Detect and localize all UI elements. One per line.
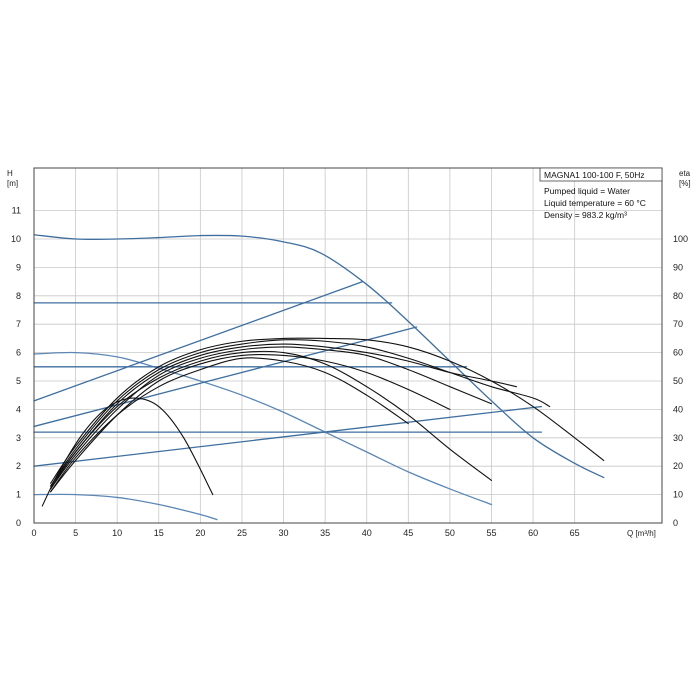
efficiency-curve-12 [50, 346, 493, 490]
x-tick-label: 20 [195, 528, 205, 538]
info-line-liquid-temperature: Liquid temperature = 60 °C [544, 198, 646, 208]
x-tick-label: 40 [362, 528, 372, 538]
x-tick-label: 35 [320, 528, 330, 538]
x-tick-label: 0 [31, 528, 36, 538]
head-curve-8 [33, 405, 543, 467]
x-tick-label: 15 [154, 528, 164, 538]
right-axis-label: eta [679, 169, 691, 178]
y-left-tick-label: 10 [11, 234, 21, 244]
plot-frame [33, 167, 663, 524]
efficiency-curve-11 [50, 343, 517, 487]
efficiency-curve-15 [50, 357, 409, 493]
y-right-tick-label: 60 [673, 348, 683, 358]
y-right-tick-label: 90 [673, 262, 683, 272]
head-curve-2 [33, 493, 218, 521]
y-left-tick-label: 1 [16, 490, 21, 500]
x-tick-label: 5 [73, 528, 78, 538]
y-left-tick-label: 8 [16, 291, 21, 301]
y-left-tick-label: 3 [16, 433, 21, 443]
y-right-tick-label: 20 [673, 461, 683, 471]
info-box: MAGNA1 100-100 F, 50Hz Pumped liquid = W… [539, 167, 663, 220]
y-left-tick-label: 9 [16, 262, 21, 272]
tick-labels: 0 5 10 15 20 25 30 35 40 45 50 55 60 6501234567891011… [11, 206, 688, 538]
head-curve-7 [33, 326, 418, 428]
info-line-density: Density = 983.2 kg/m³ [544, 210, 627, 220]
efficiency-curve-14 [50, 350, 493, 490]
y-left-tick-label: 11 [12, 206, 21, 216]
chart-title: MAGNA1 100-100 F, 50Hz [544, 170, 645, 180]
x-tick-label: 10 [112, 528, 122, 538]
y-right-tick-label: 10 [673, 490, 683, 500]
left-axis-label: H [7, 169, 13, 178]
efficiency-curve-16 [41, 397, 214, 507]
y-left-tick-label: 2 [16, 461, 21, 471]
right-axis-unit: [%] [679, 179, 691, 188]
y-left-tick-label: 0 [16, 518, 21, 528]
y-right-tick-label: 70 [673, 319, 683, 329]
y-left-tick-label: 5 [16, 376, 21, 386]
x-tick-label: 50 [445, 528, 455, 538]
y-left-tick-label: 7 [16, 319, 21, 329]
head-curve-1 [33, 351, 493, 506]
x-tick-label: 55 [486, 528, 496, 538]
series-group [33, 234, 605, 521]
y-right-tick-label: 100 [673, 234, 688, 244]
info-title-box [539, 167, 663, 182]
x-tick-label: 65 [570, 528, 580, 538]
y-right-tick-label: 80 [673, 291, 683, 301]
efficiency-curve-9 [50, 337, 605, 484]
x-tick-label: 30 [279, 528, 289, 538]
efficiency-curve-10 [50, 339, 551, 487]
y-left-tick-label: 6 [16, 348, 21, 358]
x-tick-label: 25 [237, 528, 247, 538]
y-left-tick-label: 4 [16, 404, 21, 414]
head-curve-0 [33, 234, 605, 479]
y-right-tick-label: 0 [673, 518, 678, 528]
x-tick-label: 45 [403, 528, 413, 538]
efficiency-curve-13 [50, 354, 451, 493]
y-right-tick-label: 50 [673, 376, 683, 386]
left-axis-unit: [m] [7, 179, 18, 188]
y-right-tick-label: 30 [673, 433, 683, 443]
x-tick-label: 60 [528, 528, 538, 538]
x-axis-label: Q [m³/h] [627, 529, 656, 538]
y-right-tick-label: 40 [673, 404, 683, 414]
head-curve-6 [33, 280, 364, 402]
info-line-pumped-liquid: Pumped liquid = Water [544, 186, 630, 196]
